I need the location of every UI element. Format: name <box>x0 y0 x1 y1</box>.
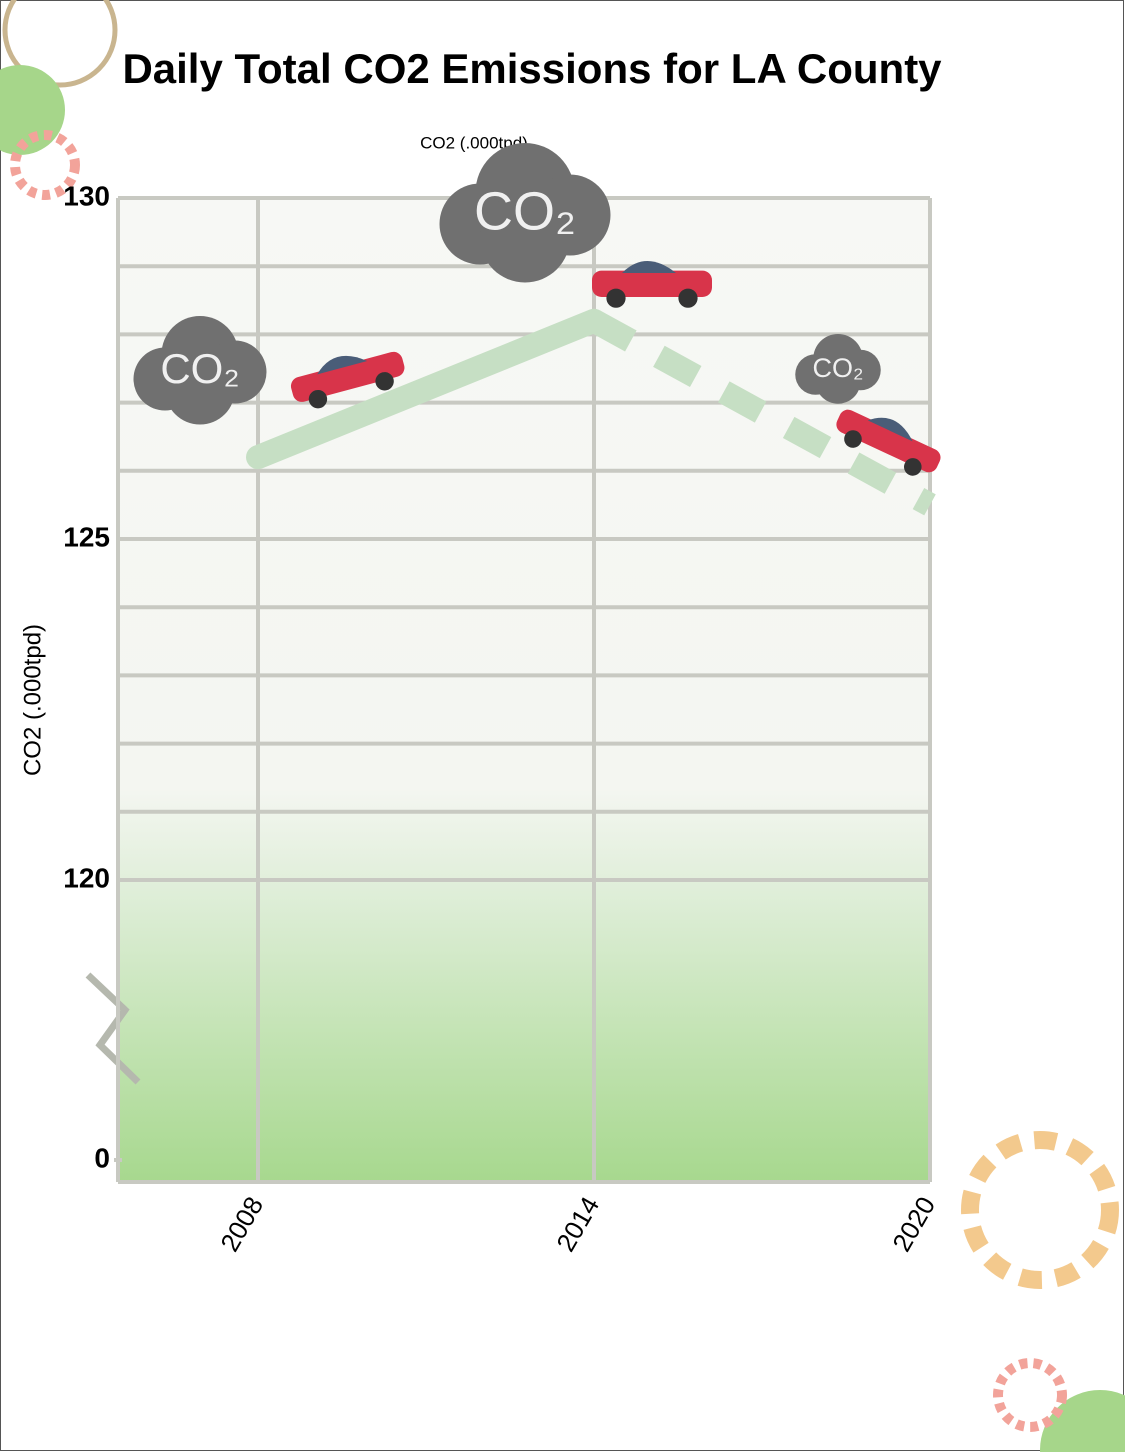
decoration <box>993 1358 1067 1432</box>
cloud <box>480 192 570 283</box>
y-tick-label: 120 <box>63 862 110 893</box>
x-tick-label: 2014 <box>550 1191 605 1256</box>
line-segment <box>588 310 936 516</box>
x-tick-label: 2008 <box>214 1191 269 1256</box>
chart-title: Daily Total CO2 Emissions for LA County <box>122 45 942 92</box>
y-tick-label: 125 <box>63 521 110 552</box>
annotation: CO₂ <box>813 353 864 383</box>
car-part <box>622 261 676 273</box>
annotation: CO₂ <box>474 181 576 241</box>
annotation: CO₂ <box>160 345 239 392</box>
car-part <box>836 409 941 473</box>
cloud <box>815 358 861 404</box>
car-part <box>606 288 626 308</box>
decoration <box>2 0 118 88</box>
y-axis-label: CO2 (.000tpd) <box>19 624 46 776</box>
car-part <box>375 372 394 391</box>
decoration <box>961 1131 1119 1289</box>
y-tick-label: 0 <box>94 1142 110 1173</box>
car-part <box>903 458 922 476</box>
car <box>836 409 941 476</box>
decoration <box>10 130 80 200</box>
car-part <box>308 389 328 409</box>
car-part <box>317 355 368 375</box>
car-part <box>867 417 913 442</box>
cloud <box>165 354 235 425</box>
x-tick-label: 2020 <box>886 1191 941 1256</box>
car <box>290 351 405 409</box>
line-segment <box>246 308 606 470</box>
car-part <box>678 288 698 308</box>
y-tick-label: 130 <box>63 180 110 211</box>
car-part <box>290 351 405 402</box>
subtitle: CO2 (.000tpd) <box>420 133 528 152</box>
decoration <box>1040 1390 1125 1452</box>
car <box>592 261 712 308</box>
car-part <box>592 270 712 297</box>
car-part <box>844 430 862 448</box>
